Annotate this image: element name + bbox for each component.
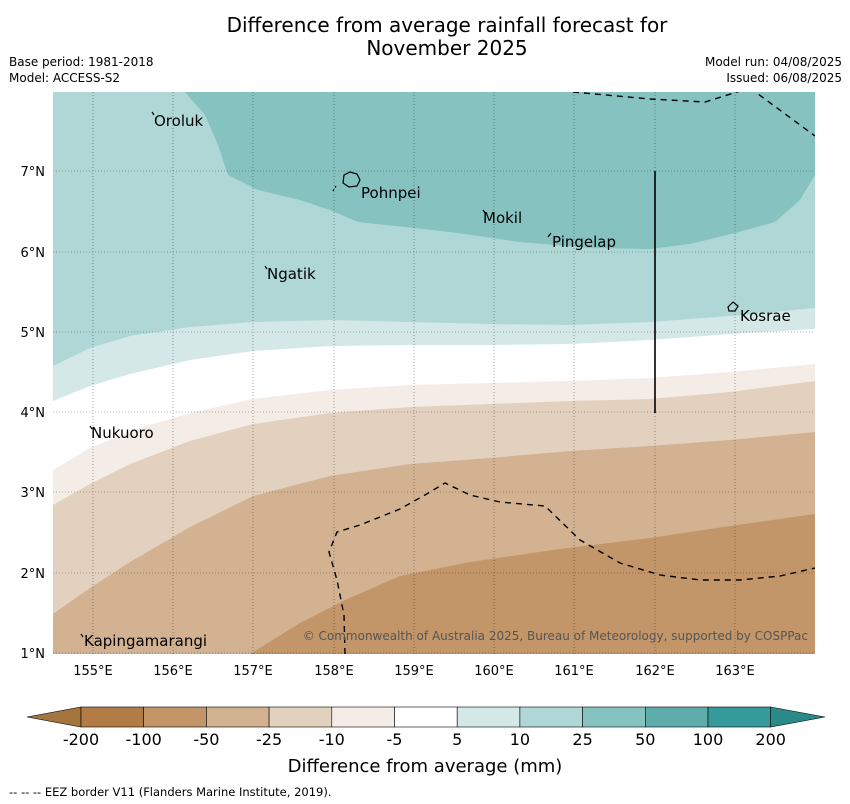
cb-tick-10: 100	[693, 730, 724, 749]
cb-tick-1: -100	[126, 730, 162, 749]
lon-tick-163: 163°E	[715, 664, 755, 679]
cb-tick-7: 10	[510, 730, 530, 749]
colorbar-label: Difference from average (mm)	[288, 756, 563, 777]
map-title: Difference from average rainfall forecas…	[0, 14, 850, 60]
eez-border	[328, 92, 815, 654]
colorbar	[26, 706, 826, 728]
place-labels: Oroluk Pohnpei Mokil Pingelap Ngatik Kos…	[84, 112, 791, 650]
copyright-notice: © Commonwealth of Australia 2025, Bureau…	[303, 629, 808, 643]
label-pohnpei: Pohnpei	[361, 184, 421, 202]
colorbar-extend-low	[26, 706, 82, 728]
lon-tick-155: 155°E	[73, 664, 113, 679]
lon-tick-162: 162°E	[635, 664, 675, 679]
colorbar-swatch-6	[394, 706, 458, 728]
label-pingelap: Pingelap	[552, 233, 616, 251]
colorbar-swatch-3	[206, 706, 270, 728]
cb-tick-4: -10	[319, 730, 345, 749]
lon-tick-160: 160°E	[474, 664, 514, 679]
islands	[80, 111, 739, 638]
lon-ticks: 155°E 156°E 157°E 158°E 159°E 160°E 161°…	[73, 664, 755, 679]
pohnpei-eez-tick	[332, 185, 337, 192]
cb-tick-0: -200	[63, 730, 99, 749]
model-name: Model: ACCESS-S2	[9, 71, 121, 85]
lat-tick-4: 4°N	[21, 406, 46, 421]
lat-ticks: 1°N 2°N 3°N 4°N 5°N 6°N 7°N	[21, 165, 46, 662]
lat-tick-5: 5°N	[21, 326, 46, 341]
gridlines	[53, 92, 815, 654]
colorbar-swatch-5	[331, 706, 395, 728]
colorbar-swatch-8	[519, 706, 583, 728]
title-line-1: Difference from average rainfall forecas…	[226, 13, 668, 37]
cb-tick-8: 25	[572, 730, 592, 749]
band-plus50	[185, 92, 815, 249]
lat-tick-3: 3°N	[21, 486, 46, 501]
label-oroluk: Oroluk	[154, 112, 203, 130]
cb-tick-2: -50	[193, 730, 219, 749]
colorbar-ticks: -200 -100 -50 -25 -10 -5 5 10 25 50 100 …	[63, 730, 786, 749]
lon-tick-159: 159°E	[394, 664, 434, 679]
colorbar-extend-high	[770, 706, 826, 728]
colorbar-swatch-7	[456, 706, 521, 728]
lat-tick-7: 7°N	[21, 165, 46, 180]
label-ngatik: Ngatik	[267, 265, 316, 283]
label-nukuoro: Nukuoro	[91, 424, 154, 442]
lon-tick-158: 158°E	[314, 664, 354, 679]
rainfall-contours	[53, 92, 815, 654]
issued-date: Issued: 06/08/2025	[726, 71, 842, 85]
lat-tick-2: 2°N	[21, 567, 46, 582]
base-period: Base period: 1981-2018	[9, 55, 154, 69]
label-kosrae: Kosrae	[740, 307, 791, 325]
lon-tick-156: 156°E	[153, 664, 193, 679]
footer-note: -- -- -- EEZ border V11 (Flanders Marine…	[9, 785, 332, 799]
pohnpei-outline	[342, 171, 361, 188]
lon-tick-161: 161°E	[554, 664, 594, 679]
band-minus50	[250, 514, 815, 654]
cb-tick-9: 50	[635, 730, 655, 749]
lon-tick-157: 157°E	[233, 664, 273, 679]
colorbar-swatch-9	[582, 706, 646, 728]
lat-tick-6: 6°N	[21, 246, 46, 261]
colorbar-swatch-4	[268, 706, 333, 728]
kosrae-outline	[727, 301, 739, 312]
cb-tick-6: 5	[452, 730, 462, 749]
cb-tick-5: -5	[387, 730, 403, 749]
meta-left: Base period: 1981-2018 Model: ACCESS-S2	[9, 54, 154, 86]
colorbar-swatch-2	[143, 706, 207, 728]
label-mokil: Mokil	[483, 209, 522, 227]
lat-tick-1: 1°N	[21, 647, 46, 662]
cb-tick-3: -25	[256, 730, 282, 749]
colorbar-swatch-11	[707, 706, 772, 728]
colorbar-swatch-1	[80, 706, 145, 728]
model-run: Model run: 04/08/2025	[704, 55, 842, 69]
label-kapingamarangi: Kapingamarangi	[84, 632, 207, 650]
colorbar-swatch-10	[644, 706, 709, 728]
title-line-2: November 2025	[366, 36, 528, 60]
meta-right: Model run: 04/08/2025 Issued: 06/08/2025	[705, 54, 842, 86]
cb-tick-11: 200	[755, 730, 786, 749]
